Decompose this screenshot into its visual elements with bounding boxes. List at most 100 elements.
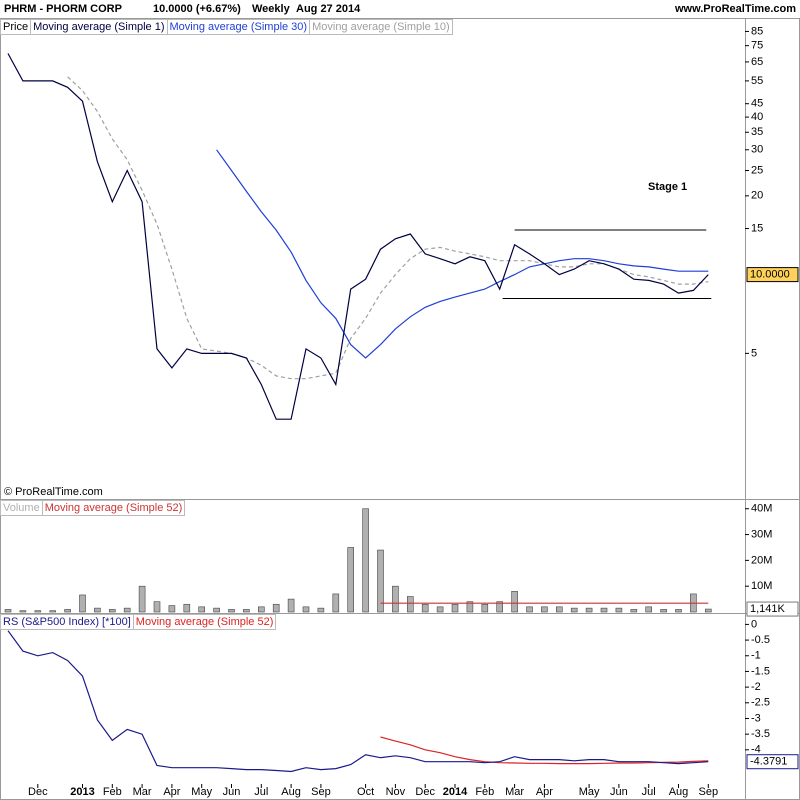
volume-bar (630, 609, 638, 613)
volume-bar (168, 605, 176, 613)
y-tick-label: 30 (751, 144, 763, 156)
y-tick-label: 0 (751, 618, 757, 630)
last-value-label: 10.0000 (750, 269, 790, 281)
x-tick-label: Sep (699, 786, 719, 798)
y-tick-label: 55 (751, 75, 763, 87)
y-tick-label: -1.5 (751, 665, 770, 677)
volume-bar (392, 585, 399, 613)
y-tick-label: 35 (751, 126, 763, 138)
series-line (7, 53, 709, 420)
y-tick-label: -0.5 (751, 634, 770, 646)
last-value-box (746, 601, 799, 617)
volume-bar (541, 606, 548, 613)
volume-bar (138, 585, 146, 613)
volume-bar (4, 609, 12, 613)
y-tick-label: -3.5 (751, 728, 770, 740)
y-tick-label: 10M (751, 580, 772, 592)
volume-bar (79, 594, 86, 613)
volume-bar (198, 606, 205, 613)
volume-bar (213, 607, 220, 613)
y-tick-label: 40M (751, 503, 772, 515)
x-tick-label: Aug (669, 786, 689, 798)
volume-bar (243, 609, 250, 613)
price: 10.0000 (+6.67%) (153, 3, 241, 15)
volume-bar (153, 601, 161, 613)
volume-bar (675, 609, 682, 613)
volume-bar (287, 598, 295, 613)
copyright: © ProRealTime.com (4, 486, 103, 498)
site: www.ProRealTime.com (674, 3, 796, 15)
y-tick-label: -1 (751, 650, 761, 662)
period: Weekly (252, 3, 291, 15)
volume-bar (406, 596, 414, 613)
series-line (7, 630, 709, 773)
y-tick-label: 5 (751, 347, 757, 359)
x-tick-label: Dec (28, 786, 48, 798)
volume-bar (555, 606, 563, 613)
volume-bar (466, 601, 474, 613)
volume-bar (183, 603, 191, 613)
x-tick-label: Mar (133, 786, 152, 798)
volume-bar (123, 607, 131, 613)
volume-bar (302, 606, 310, 613)
y-tick-label: 85 (751, 25, 763, 37)
volume-bar (64, 609, 71, 613)
x-tick-label: Apr (536, 786, 553, 798)
legend-entry: RS (S&P500 Index) [*100] (0, 614, 134, 630)
frame (0, 18, 800, 800)
volume-bar (645, 606, 653, 613)
volume-bar (19, 610, 27, 613)
y-tick-label: 20M (751, 554, 772, 566)
y-tick-label: -4 (751, 744, 761, 756)
x-tick-label: Jul (642, 786, 656, 798)
volume-bar (347, 547, 355, 613)
annotation: Stage 1 (648, 181, 687, 193)
volume-bar (481, 603, 489, 613)
volume-bar (317, 607, 325, 613)
volume-bar (228, 609, 235, 613)
legend-entry: Moving average (Simple 52) (42, 500, 186, 516)
last-value-label: -4.3791 (750, 756, 787, 768)
x-tick-label: May (191, 786, 212, 798)
legend: Volume Moving average (Simple 52) (0, 500, 186, 516)
volume-bar (704, 608, 712, 613)
volume-bar (272, 603, 280, 613)
volume-bar (377, 549, 384, 613)
volume-bar (511, 591, 518, 613)
y-tick-label: 40 (751, 111, 763, 123)
y-tick-label: -2.5 (751, 697, 770, 709)
y-tick-label: 30M (751, 528, 772, 540)
volume-bar (362, 508, 369, 613)
legend-entry: Moving average (Simple 10) (310, 19, 453, 35)
legend: Price Moving average (Simple 1) Moving ave… (0, 19, 453, 35)
y-tick-label: 15 (751, 222, 763, 234)
x-tick-label: Dec (415, 786, 435, 798)
volume-bar (332, 593, 340, 613)
volume-bar (600, 607, 608, 613)
volume-bar (421, 603, 429, 613)
volume-bar (585, 607, 593, 613)
date: Aug 27 2014 (296, 3, 361, 15)
y-tick-label: 65 (751, 56, 763, 68)
x-tick-label: Aug (281, 786, 301, 798)
volume-bar (109, 609, 116, 613)
y-tick-label: -2 (751, 681, 761, 693)
legend-entry: Moving average (Simple 30) (167, 19, 311, 35)
x-tick-label: Oct (357, 786, 374, 798)
volume-bar (34, 610, 42, 613)
volume-bar (496, 601, 504, 613)
last-value-box (746, 754, 799, 770)
y-tick-label: 20 (751, 190, 763, 202)
x-tick-label: Jul (254, 786, 268, 798)
volume-bar (49, 610, 57, 613)
legend-label: Price (0, 19, 32, 35)
y-tick-label: 25 (751, 164, 763, 176)
volume-bar (451, 603, 459, 613)
x-tick-label: 2014 (443, 786, 468, 798)
x-tick-label: 2013 (70, 786, 94, 798)
y-tick-label: 75 (751, 40, 763, 52)
volume-bar (660, 609, 667, 613)
legend-entry: Volume (0, 500, 43, 516)
volume-bar (94, 607, 101, 613)
